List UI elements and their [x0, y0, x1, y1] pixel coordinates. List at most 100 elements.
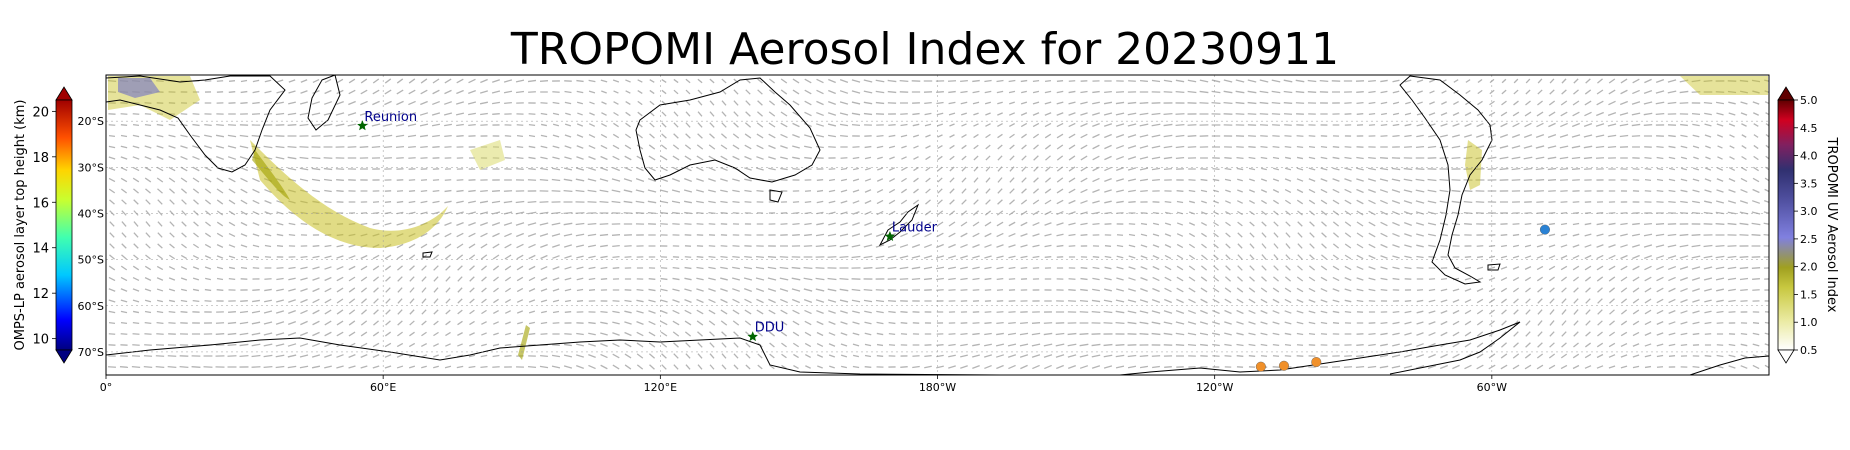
- wind-vector: [1273, 276, 1279, 282]
- wind-vector: [648, 144, 656, 150]
- wind-vector: [1655, 233, 1665, 237]
- wind-vector: [1501, 298, 1507, 304]
- wind-vector: [480, 232, 488, 238]
- wind-vector: [1511, 179, 1521, 181]
- wind-vector: [1308, 167, 1316, 171]
- wind-vector: [781, 353, 787, 359]
- wind-vector: [192, 299, 200, 303]
- wind-vector: [635, 200, 645, 204]
- wind-vector: [1008, 112, 1016, 116]
- wind-vector: [1655, 255, 1665, 259]
- wind-vector: [660, 342, 668, 348]
- wind-vector: [1199, 102, 1209, 104]
- wind-vector: [984, 364, 992, 370]
- wind-vector: [877, 156, 883, 160]
- wind-vector: [516, 265, 524, 271]
- wind-vector: [996, 210, 1004, 216]
- wind-vector: [335, 123, 345, 127]
- wind-vector: [1728, 167, 1736, 171]
- wind-vector: [743, 266, 753, 270]
- wind-vector: [1091, 343, 1101, 347]
- wind-vector: [181, 199, 187, 205]
- wind-vector: [600, 133, 608, 139]
- wind-vector: [1320, 199, 1328, 205]
- wind-vector: [720, 189, 728, 193]
- wind-vector: [1441, 90, 1447, 94]
- wind-vector: [1728, 178, 1736, 182]
- wind-vector: [1451, 145, 1461, 149]
- wind-vector: [1403, 178, 1413, 182]
- wind-vector: [696, 178, 704, 182]
- wind-vector: [492, 79, 500, 83]
- wind-vector: [815, 244, 825, 248]
- wind-vector: [804, 331, 812, 337]
- wind-vector: [252, 233, 260, 237]
- wind-vector: [515, 222, 525, 226]
- wind-vector: [1200, 265, 1208, 271]
- wind-vector: [1415, 200, 1425, 204]
- wind-vector: [1368, 277, 1376, 281]
- wind-vector: [371, 112, 381, 116]
- wind-vector: [828, 321, 836, 325]
- right-colorbar-tick-label: 0.5: [1800, 344, 1818, 357]
- wind-vector: [1068, 90, 1076, 94]
- wind-vector: [745, 100, 751, 106]
- wind-vector: [925, 188, 931, 194]
- wind-vector: [1548, 100, 1556, 106]
- wind-vector: [973, 177, 979, 183]
- wind-vector: [816, 343, 824, 347]
- wind-vector: [1235, 90, 1245, 94]
- wind-vector: [648, 320, 656, 326]
- wind-vector: [1632, 244, 1640, 248]
- wind-vector: [1464, 364, 1472, 370]
- wind-vector: [564, 145, 572, 149]
- right-colorbar-tick-label: 1.5: [1800, 288, 1818, 301]
- wind-vector: [216, 232, 224, 238]
- wind-vector: [888, 199, 896, 205]
- wind-vector: [1692, 134, 1700, 138]
- wind-vector: [287, 156, 297, 160]
- wind-vector: [816, 222, 824, 226]
- wind-vector: [1499, 156, 1509, 160]
- wind-vector: [648, 166, 656, 172]
- wind-vector: [924, 221, 932, 227]
- wind-vector: [1415, 145, 1425, 149]
- wind-vector: [827, 100, 837, 106]
- wind-vector: [469, 276, 475, 282]
- right-colorbar-extend-bottom: [1777, 349, 1795, 364]
- wind-vector: [1392, 134, 1400, 138]
- wind-vector: [1212, 321, 1220, 325]
- wind-vector: [1368, 232, 1376, 238]
- wind-vector: [1536, 276, 1544, 282]
- wind-vector: [912, 134, 920, 138]
- wind-vector: [875, 101, 885, 105]
- wind-vector: [1020, 266, 1028, 270]
- wind-vector: [972, 79, 980, 83]
- wind-vector: [421, 309, 427, 315]
- wind-vector: [1199, 90, 1209, 94]
- wind-vector: [1296, 135, 1304, 137]
- wind-vector: [300, 90, 308, 94]
- wind-vector: [769, 342, 775, 348]
- wind-vector: [145, 210, 151, 216]
- wind-vector: [468, 354, 476, 358]
- wind-vector: [1501, 320, 1507, 326]
- wind-vector: [1273, 243, 1279, 249]
- wind-vector: [600, 353, 608, 359]
- wind-vector: [1272, 321, 1280, 325]
- wind-vector: [1259, 79, 1269, 83]
- wind-vector: [336, 365, 344, 369]
- wind-vector: [636, 331, 644, 337]
- wind-vector: [1284, 199, 1292, 205]
- wind-vector: [1632, 287, 1640, 293]
- wind-vector: [409, 298, 415, 304]
- wind-vector: [733, 342, 739, 348]
- wind-vector: [336, 320, 344, 326]
- wind-vector: [1548, 233, 1556, 237]
- wind-vector: [840, 135, 848, 137]
- wind-vector: [1344, 243, 1352, 249]
- wind-vector: [300, 101, 308, 105]
- wind-vector: [661, 364, 667, 370]
- wind-vector: [900, 311, 908, 313]
- wind-vector: [743, 277, 753, 281]
